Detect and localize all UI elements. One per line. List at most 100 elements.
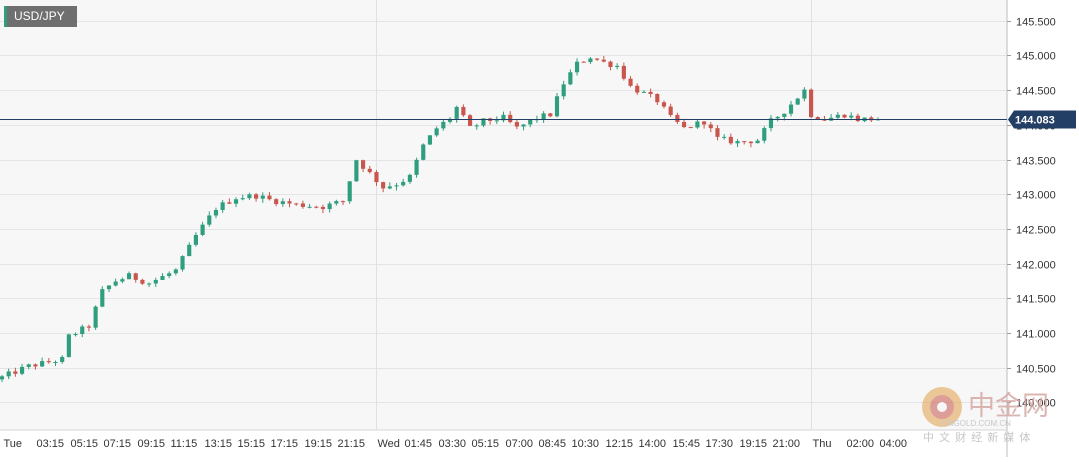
x-tick-label: 05:15 xyxy=(472,438,500,450)
candle-down xyxy=(608,61,613,68)
candle-up xyxy=(775,116,780,119)
x-tick-label: 07:00 xyxy=(506,438,534,450)
cngold-logo-icon xyxy=(922,387,962,427)
current-price-tag xyxy=(1008,110,1076,129)
candle-up xyxy=(240,198,245,200)
x-tick-label: 09:15 xyxy=(138,438,166,450)
candle-down xyxy=(13,371,18,374)
candle-up xyxy=(441,121,446,129)
candle-down xyxy=(133,273,138,280)
candle-down xyxy=(809,89,814,118)
candle-up xyxy=(73,334,78,336)
candle-up xyxy=(354,160,359,182)
candle-up xyxy=(788,104,794,114)
candle-up xyxy=(193,234,198,245)
candle-down xyxy=(621,65,626,79)
y-tick-label: 140.000 xyxy=(1016,398,1056,410)
x-tick-label: 17:30 xyxy=(706,438,734,450)
candle-down xyxy=(287,201,292,204)
candle-up xyxy=(641,91,646,93)
x-tick-label: 07:15 xyxy=(104,438,132,450)
candle-up xyxy=(113,281,118,286)
candle-down xyxy=(688,127,693,129)
x-tick-label: 01:45 xyxy=(405,438,433,450)
candle-up xyxy=(528,119,533,125)
candle-down xyxy=(748,141,753,144)
candle-up xyxy=(187,244,192,257)
candle-down xyxy=(46,361,51,363)
candle-down xyxy=(140,279,145,284)
candle-up xyxy=(100,289,105,307)
candle-down xyxy=(86,326,91,328)
candle-up xyxy=(233,199,239,204)
candle-up xyxy=(19,366,25,374)
symbol-label: USD/JPY xyxy=(14,9,65,23)
x-tick-label: 13:15 xyxy=(205,438,233,450)
candle-up xyxy=(835,114,840,118)
candle-up xyxy=(407,174,412,182)
candle-up xyxy=(307,206,312,208)
candle-up xyxy=(160,276,165,280)
candle-up xyxy=(501,114,506,121)
candle-down xyxy=(274,199,279,205)
plot-background xyxy=(0,0,1007,430)
candle-down xyxy=(294,203,299,205)
candle-down xyxy=(367,168,372,173)
candle-up xyxy=(802,89,807,99)
candle-down xyxy=(374,172,379,183)
candle-up xyxy=(0,376,5,380)
x-tick-label: 21:15 xyxy=(338,438,366,450)
candle-down xyxy=(681,121,687,128)
x-tick-label: 03:30 xyxy=(439,438,467,450)
candle-up xyxy=(40,361,45,367)
x-tick-label: 10:30 xyxy=(572,438,600,450)
y-axis: 140.000 140.500 141.000 141.500 142.000 142.5… xyxy=(1007,17,1056,410)
candle-up xyxy=(434,128,439,136)
candle-up xyxy=(260,195,265,199)
symbol-badge[interactable]: USD/JPY xyxy=(4,6,77,27)
y-tick-label: 142.000 xyxy=(1016,260,1056,272)
candle-layer xyxy=(0,55,881,383)
x-axis: Tue 03:15 05:15 07:15 09:15 11:15 13:15 15:15 17… xyxy=(4,438,908,450)
candle-down xyxy=(33,364,38,367)
candle-down xyxy=(742,141,747,143)
x-tick-label: 12:15 xyxy=(606,438,634,450)
x-tick-label: 11:15 xyxy=(171,438,198,450)
candle-up xyxy=(327,203,332,210)
y-tick-label: 143.000 xyxy=(1016,190,1056,202)
y-tick-label: 144.500 xyxy=(1016,86,1056,98)
candle-up xyxy=(334,201,339,204)
candle-up xyxy=(447,118,453,122)
x-tick-label: Tue xyxy=(4,438,23,450)
candle-down xyxy=(661,102,667,107)
candle-down xyxy=(361,160,366,169)
candle-down xyxy=(668,106,673,115)
candle-down xyxy=(702,121,707,125)
candle-up xyxy=(106,285,112,290)
y-tick-label: 143.500 xyxy=(1016,156,1056,168)
candle-up xyxy=(588,58,593,63)
candle-down xyxy=(715,128,720,137)
candle-up xyxy=(554,96,560,117)
candle-down xyxy=(601,59,606,62)
candle-up xyxy=(541,113,546,120)
candle-down xyxy=(314,206,319,208)
candle-up xyxy=(768,118,774,129)
candle-down xyxy=(628,78,633,86)
candle-up xyxy=(795,98,800,105)
x-tick-label: 15:15 xyxy=(238,438,266,450)
candle-down xyxy=(267,195,272,200)
candle-down xyxy=(514,122,519,127)
candle-up xyxy=(120,279,125,282)
candle-up xyxy=(247,194,252,199)
candle-up xyxy=(401,181,406,186)
watermark-sub-text: 中 文 财 经 新 媒 体 xyxy=(923,430,1031,444)
candle-up xyxy=(147,283,152,285)
x-tick-label: 14:00 xyxy=(639,438,667,450)
candle-up xyxy=(695,121,700,128)
candle-down xyxy=(461,106,466,116)
candle-up xyxy=(53,362,58,364)
x-tick-label: 21:00 xyxy=(773,438,801,450)
candle-up xyxy=(722,136,727,138)
